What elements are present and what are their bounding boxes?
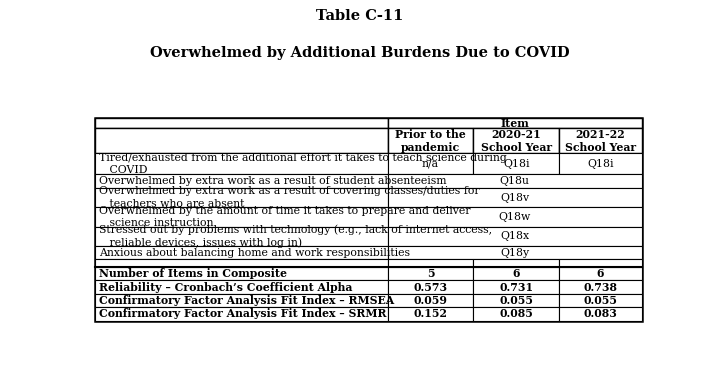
Bar: [559, 260, 641, 267]
Text: Number of Items in Composite: Number of Items in Composite: [99, 268, 288, 279]
Bar: [388, 153, 473, 174]
Bar: [388, 280, 473, 294]
Text: Stressed out by problems with technology (e.g., lack of internet access,
   reli: Stressed out by problems with technology…: [99, 224, 493, 248]
Text: Reliability – Cronbach’s Coefficient Alpha: Reliability – Cronbach’s Coefficient Alp…: [99, 281, 353, 292]
Text: 0.055: 0.055: [499, 295, 533, 306]
Bar: [559, 153, 641, 174]
Bar: [559, 294, 641, 307]
Text: Q18i: Q18i: [503, 159, 529, 169]
Bar: [96, 280, 388, 294]
Text: Overwhelmed by extra work as a result of covering classes/duties for
   teachers: Overwhelmed by extra work as a result of…: [99, 187, 480, 209]
Text: 0.738: 0.738: [583, 281, 618, 292]
Text: 6: 6: [597, 268, 604, 279]
Text: Overwhelmed by the amount of time it takes to prepare and deliver
   science ins: Overwhelmed by the amount of time it tak…: [99, 206, 471, 228]
Bar: [96, 188, 388, 207]
Bar: [473, 267, 559, 280]
Bar: [96, 118, 641, 320]
Bar: [96, 307, 388, 320]
Bar: [388, 294, 473, 307]
Bar: [388, 118, 641, 128]
Text: Q18w: Q18w: [498, 212, 531, 222]
Text: 0.085: 0.085: [499, 308, 533, 319]
Text: Tired/exhausted from the additional effort it takes to teach science during
   C: Tired/exhausted from the additional effo…: [99, 153, 507, 175]
Text: 0.573: 0.573: [413, 281, 447, 292]
Bar: [96, 128, 388, 153]
Bar: [559, 128, 641, 153]
Bar: [96, 118, 388, 128]
Bar: [388, 246, 641, 260]
Text: Confirmatory Factor Analysis Fit Index – SRMR: Confirmatory Factor Analysis Fit Index –…: [99, 308, 387, 319]
Text: 0.152: 0.152: [413, 308, 447, 319]
Text: Q18x: Q18x: [500, 231, 529, 241]
Text: 2020-21
School Year: 2020-21 School Year: [480, 129, 551, 153]
Text: Anxious about balancing home and work responsibilities: Anxious about balancing home and work re…: [99, 248, 411, 258]
Bar: [96, 153, 388, 174]
Bar: [96, 174, 388, 188]
Bar: [473, 294, 559, 307]
Bar: [96, 267, 388, 280]
Bar: [388, 267, 473, 280]
Bar: [96, 207, 388, 227]
Bar: [96, 246, 388, 260]
Bar: [559, 307, 641, 320]
Text: Q18u: Q18u: [500, 176, 530, 186]
Text: 0.083: 0.083: [583, 308, 617, 319]
Text: Confirmatory Factor Analysis Fit Index – RMSEA: Confirmatory Factor Analysis Fit Index –…: [99, 295, 395, 306]
Text: Q18y: Q18y: [500, 248, 529, 258]
Text: Prior to the
pandemic: Prior to the pandemic: [395, 129, 466, 153]
Text: Item: Item: [500, 118, 529, 129]
Bar: [388, 260, 473, 267]
Text: Q18i: Q18i: [587, 159, 613, 169]
Bar: [388, 128, 473, 153]
Bar: [473, 128, 559, 153]
Bar: [559, 280, 641, 294]
Text: 5: 5: [426, 268, 434, 279]
Bar: [473, 280, 559, 294]
Bar: [388, 188, 641, 207]
Bar: [388, 227, 641, 246]
Text: Table C-11: Table C-11: [316, 9, 403, 23]
Text: 0.055: 0.055: [583, 295, 618, 306]
Text: n/a: n/a: [422, 159, 439, 169]
Text: 0.731: 0.731: [499, 281, 533, 292]
Bar: [96, 294, 388, 307]
Text: Overwhelmed by Additional Burdens Due to COVID: Overwhelmed by Additional Burdens Due to…: [150, 46, 569, 60]
Bar: [473, 307, 559, 320]
Text: 6: 6: [513, 268, 520, 279]
Bar: [96, 227, 388, 246]
Bar: [559, 267, 641, 280]
Bar: [388, 307, 473, 320]
Text: 2021-22
School Year: 2021-22 School Year: [564, 129, 636, 153]
Text: Q18v: Q18v: [500, 193, 529, 203]
Bar: [388, 207, 641, 227]
Bar: [473, 153, 559, 174]
Bar: [473, 260, 559, 267]
Text: Overwhelmed by extra work as a result of student absenteeism: Overwhelmed by extra work as a result of…: [99, 176, 446, 186]
Bar: [96, 260, 388, 267]
Text: 0.059: 0.059: [413, 295, 447, 306]
Bar: [388, 174, 641, 188]
